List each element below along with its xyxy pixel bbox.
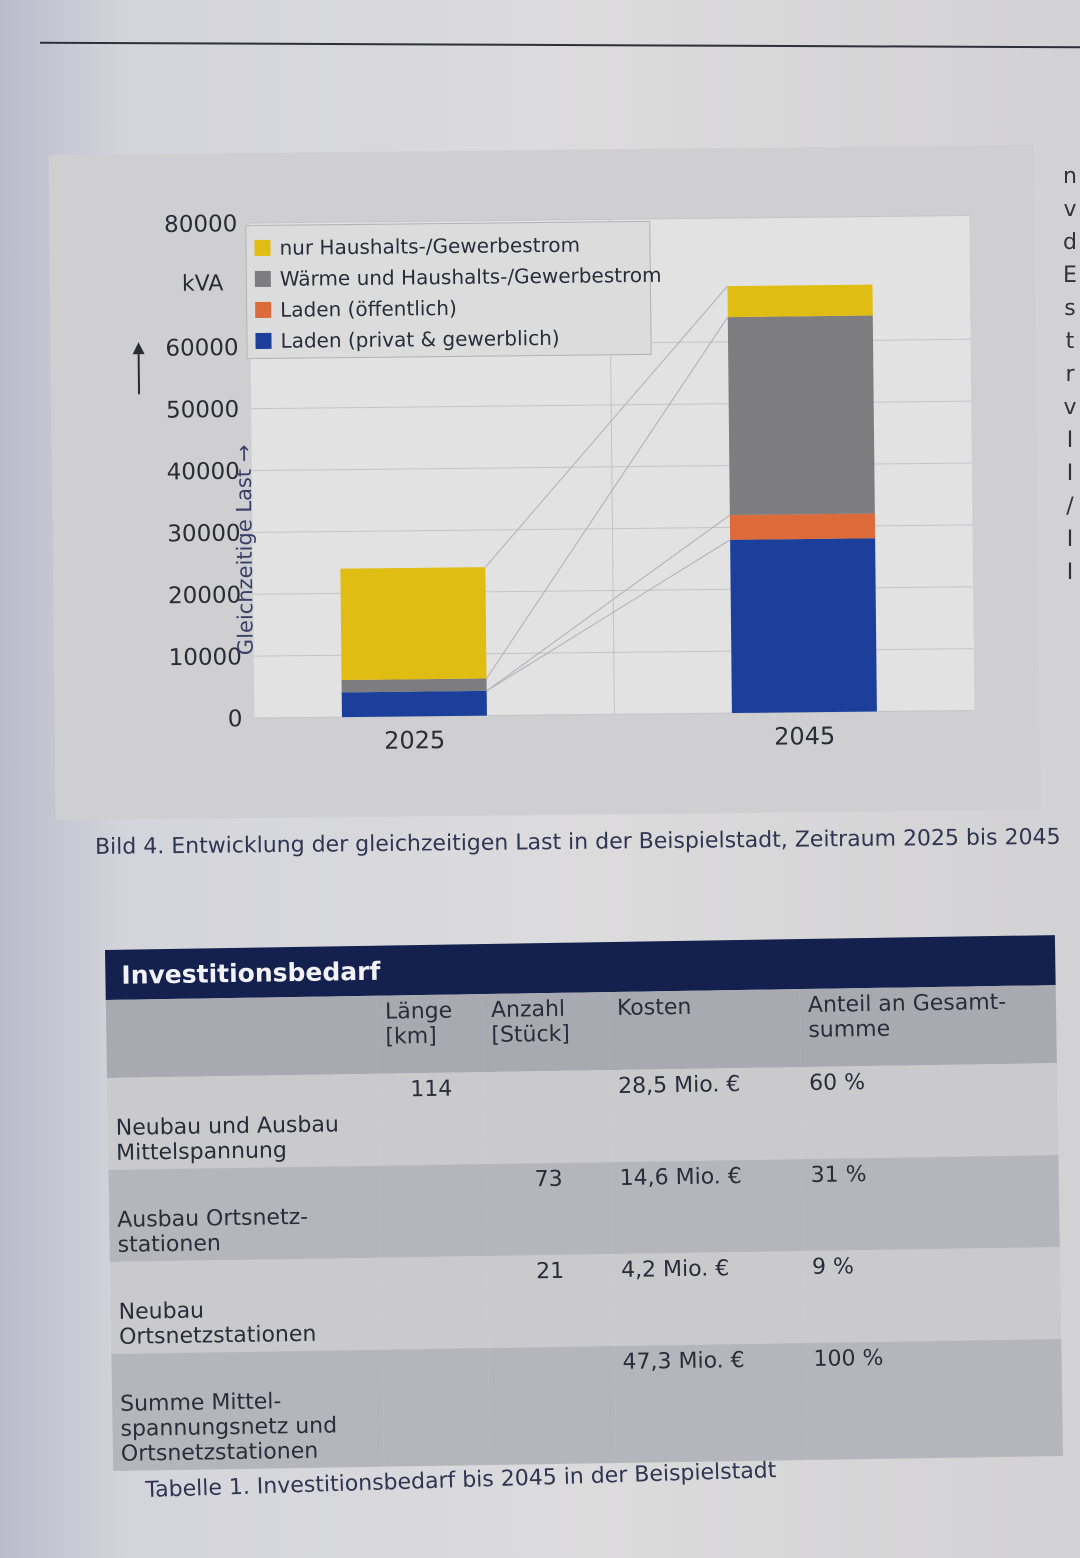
connector-line	[485, 285, 728, 568]
kosten-cell: 14,6 Mio. €	[611, 1159, 804, 1255]
y-tick-label: 30000	[167, 521, 240, 548]
right-margin-text: n v d E s t r v I I / I I	[1062, 160, 1078, 589]
header-cell: Anzahl [Stück]	[482, 992, 610, 1073]
chart-legend: nur Haushalts-/Gewerbestrom Wärme und Ha…	[245, 220, 662, 360]
laenge-cell	[379, 1164, 487, 1258]
margin-letter: I	[1066, 461, 1074, 486]
kosten-cell: 28,5 Mio. €	[609, 1067, 803, 1163]
legend-item: Wärme und Haushalts-/Gewerbestrom	[254, 259, 662, 294]
header-cell: Kosten	[608, 989, 801, 1071]
x-tick-label: 2025	[384, 726, 445, 755]
bar-segment	[730, 538, 877, 714]
anteil-cell: 9 %	[803, 1247, 1062, 1344]
anzahl-cell	[488, 1346, 617, 1466]
legend-swatch-yellow	[254, 239, 271, 256]
table-row: Neubau Ortsnetzstationen 21 4,2 Mio. € 9…	[109, 1247, 1062, 1354]
margin-letter: I	[1066, 560, 1074, 585]
legend-swatch-grey	[254, 270, 271, 287]
figure-caption: Bild 4. Entwicklung der gleichzeitigen L…	[94, 824, 1061, 860]
legend-item: Laden (öffentlich)	[255, 290, 642, 325]
margin-letter: I	[1066, 428, 1074, 453]
margin-letter: s	[1064, 296, 1076, 321]
legend-label: Laden (öffentlich)	[280, 295, 457, 322]
y-axis-unit: kVA	[181, 271, 224, 297]
chart-panel: 0 10000 20000 30000 40000 50000 60000 80000 2025…	[48, 144, 1041, 821]
row-label: Neubau und Ausbau Mittelspannung	[107, 1073, 380, 1170]
gridline	[249, 215, 970, 224]
margin-letter: n	[1063, 164, 1077, 189]
legend-label: Laden (privat & gewerblich)	[280, 325, 560, 353]
header-cell	[105, 995, 378, 1078]
margin-letter: v	[1063, 395, 1077, 420]
connector-line	[486, 539, 731, 692]
investment-table: Investitionsbedarf Länge [km] Anzahl [St…	[105, 935, 1064, 1471]
y-tick-label: 0	[228, 706, 243, 732]
legend-item: Laden (privat & gewerblich)	[255, 321, 642, 356]
kosten-cell: 4,2 Mio. €	[612, 1251, 806, 1347]
margin-letter: E	[1063, 263, 1077, 288]
legend-label: Wärme und Haushalts-/Gewerbestrom	[279, 262, 662, 291]
laenge-cell	[382, 1348, 491, 1467]
kosten-cell: 47,3 Mio. €	[614, 1343, 808, 1464]
legend-item: nur Haushalts-/Gewerbestrom	[254, 228, 641, 263]
margin-letter: t	[1065, 329, 1075, 354]
laenge-cell: 114	[377, 1072, 486, 1166]
bar-segment	[727, 284, 873, 318]
bar-segment	[341, 690, 487, 718]
investment-data-table: Länge [km] Anzahl [Stück] Kosten Anteil …	[105, 985, 1064, 1471]
y-tick-label: 80000	[164, 211, 237, 238]
legend-label: nur Haushalts-/Gewerbestrom	[279, 232, 581, 260]
bar-segment	[341, 678, 487, 693]
table-header-row: Länge [km] Anzahl [Stück] Kosten Anteil …	[105, 985, 1057, 1078]
x-tick-label: 2045	[774, 722, 835, 751]
bar-segment	[340, 567, 487, 681]
row-label: Summe Mittel-spannungsnetz und Ortsnetzs…	[111, 1349, 385, 1471]
connector-line	[486, 316, 729, 679]
row-label: Ausbau Ortsnetz-stationen	[108, 1165, 381, 1262]
connector-line	[486, 514, 731, 692]
y-axis-arrowhead	[132, 342, 145, 355]
margin-letter: v	[1063, 197, 1077, 222]
y-axis-title-text: Gleichzeitige Last	[231, 468, 258, 656]
bar-segment	[729, 513, 876, 540]
laenge-cell	[380, 1256, 489, 1350]
table-row: Summe Mittel-spannungsnetz und Ortsnetzs…	[111, 1339, 1064, 1471]
top-rule	[40, 41, 1080, 49]
anzahl-cell: 21	[486, 1254, 615, 1349]
y-tick-label: 60000	[165, 335, 238, 362]
margin-letter: r	[1065, 362, 1075, 387]
bar-segment	[727, 315, 875, 516]
y-tick-label: 10000	[169, 644, 242, 671]
anteil-cell: 60 %	[800, 1063, 1059, 1160]
y-tick-label: 50000	[166, 397, 239, 424]
header-cell: Länge [km]	[376, 994, 484, 1074]
legend-swatch-orange	[255, 301, 272, 318]
anteil-cell: 100 %	[805, 1339, 1064, 1461]
header-cell: Anteil an Gesamt-summe	[799, 985, 1057, 1068]
margin-letter: /	[1066, 494, 1074, 519]
anzahl-cell	[483, 1070, 612, 1165]
legend-swatch-blue	[255, 332, 272, 349]
y-axis-title: Gleichzeitige Last →	[231, 444, 258, 656]
table-row: Neubau und Ausbau Mittelspannung 114 28,…	[107, 1063, 1059, 1170]
margin-letter: I	[1066, 527, 1074, 552]
y-tick-label: 40000	[167, 459, 240, 486]
anzahl-cell: 73	[485, 1162, 613, 1257]
anteil-cell: 31 %	[802, 1155, 1060, 1252]
margin-letter: d	[1063, 230, 1077, 255]
y-tick-label: 20000	[168, 582, 241, 609]
table-row: Ausbau Ortsnetz-stationen 73 14,6 Mio. €…	[108, 1155, 1060, 1262]
row-label: Neubau Ortsnetzstationen	[109, 1257, 383, 1354]
